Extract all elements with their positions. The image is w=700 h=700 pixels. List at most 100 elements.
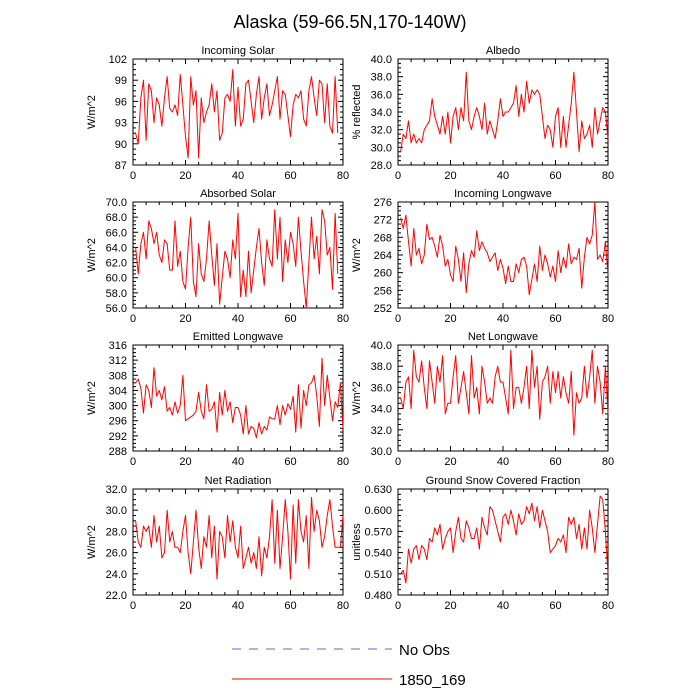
y-tick-label: 70.0 (106, 197, 127, 209)
y-tick-label: 30.0 (371, 446, 392, 458)
x-tick-label: 0 (395, 600, 401, 612)
y-tick-label: 312 (109, 355, 127, 367)
x-tick-label: 40 (232, 456, 244, 468)
plot-frame (132, 58, 344, 166)
y-tick-label: 40.0 (371, 54, 392, 66)
x-tick-label: 80 (337, 170, 349, 182)
y-tick-label: 22.0 (106, 590, 127, 602)
y-axis-label: W/m^2 (351, 381, 363, 415)
y-tick-label: 288 (109, 446, 127, 458)
panel-title: Absorbed Solar (200, 188, 276, 200)
x-tick-label: 0 (395, 313, 401, 325)
y-axis-label: % reflected (351, 84, 363, 139)
x-tick-label: 60 (549, 170, 561, 182)
x-tick-label: 60 (549, 600, 561, 612)
y-tick-label: 58.0 (106, 288, 127, 300)
x-tick-label: 80 (602, 456, 614, 468)
y-tick-label: 96 (115, 96, 127, 108)
x-tick-label: 0 (395, 456, 401, 468)
y-tick-label: 0.540 (364, 548, 392, 560)
chart-panel-7: Net Radiation W/m^2 22.0 24.0 26.0 28.0 30.0 32… (86, 475, 349, 612)
y-tick-label: 32.0 (371, 425, 392, 437)
series-line-1850_169 (400, 71, 609, 153)
y-tick-label: 300 (109, 401, 127, 413)
x-tick-label: 40 (232, 600, 244, 612)
x-tick-label: 20 (444, 600, 456, 612)
y-tick-label: 36.0 (371, 89, 392, 101)
y-tick-label: 28.0 (106, 526, 127, 538)
series-line-1850_169 (135, 496, 344, 580)
x-tick-label: 40 (497, 170, 509, 182)
y-tick-label: 0.600 (364, 505, 392, 517)
y-axis-label: W/m^2 (86, 238, 98, 272)
chart-panel-8: Ground Snow Covered Fraction unitless 0.48… (351, 475, 614, 612)
panel-title: Net Radiation (205, 475, 272, 487)
y-axis-label: W/m^2 (86, 95, 98, 129)
y-tick-label: 90 (115, 139, 127, 151)
y-tick-label: 99 (115, 75, 127, 87)
y-tick-label: 264 (374, 250, 392, 262)
y-tick-label: 26.0 (106, 548, 127, 560)
y-tick-label: 0.570 (364, 526, 392, 538)
y-axis-label: W/m^2 (86, 525, 98, 559)
x-tick-label: 20 (444, 456, 456, 468)
x-tick-label: 60 (549, 313, 561, 325)
y-tick-label: 40.0 (371, 340, 392, 352)
panel-title: Ground Snow Covered Fraction (426, 475, 581, 487)
y-tick-label: 34.0 (371, 107, 392, 119)
y-tick-label: 308 (109, 370, 127, 382)
chart-panel-4: Incoming Longwave W/m^2 252 256 260 264 268 272… (351, 188, 614, 325)
x-tick-label: 60 (284, 313, 296, 325)
y-tick-label: 276 (374, 197, 392, 209)
x-tick-label: 0 (130, 313, 136, 325)
series-line-1850_169 (135, 69, 339, 159)
x-tick-label: 20 (444, 170, 456, 182)
y-tick-label: 304 (109, 385, 127, 397)
x-tick-label: 20 (179, 456, 191, 468)
legend: No Obs 1850_169 (232, 642, 466, 689)
x-tick-label: 40 (232, 170, 244, 182)
y-tick-label: 252 (374, 303, 392, 315)
figure-title: Alaska (59-66.5N,170-140W) (233, 12, 466, 32)
y-tick-label: 66.0 (106, 227, 127, 239)
x-tick-label: 0 (130, 600, 136, 612)
x-tick-label: 40 (497, 456, 509, 468)
chart-panel-2: Albedo % reflected 28.0 30.0 32.0 34.0 36.0 38.… (351, 45, 614, 182)
series-line-1850_169 (135, 357, 344, 439)
plot-frame (397, 201, 609, 309)
panel-title: Emitted Longwave (193, 331, 284, 343)
chart-panel-3: Absorbed Solar W/m^2 56.0 58.0 60.0 62.0 64.0 6… (86, 188, 349, 325)
series-line-1850_169 (135, 209, 339, 309)
y-tick-label: 36.0 (371, 382, 392, 394)
chart-panels: Incoming Solar W/m^2 87 90 93 96 99 102 0 20 40 60 8… (86, 45, 614, 612)
y-axis-label: unitless (351, 523, 363, 561)
plot-frame (132, 344, 344, 452)
y-tick-label: 93 (115, 118, 127, 130)
chart-panel-6: Net Longwave W/m^2 30.0 32.0 34.0 36.0 38.0 40.… (351, 331, 614, 468)
y-tick-label: 60.0 (106, 273, 127, 285)
x-tick-label: 20 (179, 600, 191, 612)
x-tick-label: 40 (232, 313, 244, 325)
y-tick-label: 272 (374, 215, 392, 227)
y-tick-label: 102 (109, 54, 127, 66)
y-tick-label: 87 (115, 160, 127, 172)
y-axis-label: W/m^2 (86, 381, 98, 415)
y-tick-label: 296 (109, 416, 127, 428)
y-tick-label: 268 (374, 232, 392, 244)
x-tick-label: 60 (549, 456, 561, 468)
series-line-1850_169 (400, 349, 609, 436)
x-tick-label: 80 (602, 313, 614, 325)
panel-title: Incoming Longwave (454, 188, 552, 200)
y-tick-label: 68.0 (106, 212, 127, 224)
y-tick-label: 0.510 (364, 569, 392, 581)
x-tick-label: 40 (497, 313, 509, 325)
x-tick-label: 0 (130, 456, 136, 468)
x-tick-label: 0 (395, 170, 401, 182)
y-tick-label: 260 (374, 268, 392, 280)
x-tick-label: 20 (179, 313, 191, 325)
x-tick-label: 0 (130, 170, 136, 182)
y-tick-label: 316 (109, 340, 127, 352)
y-tick-label: 0.630 (364, 484, 392, 496)
y-tick-label: 292 (109, 431, 127, 443)
